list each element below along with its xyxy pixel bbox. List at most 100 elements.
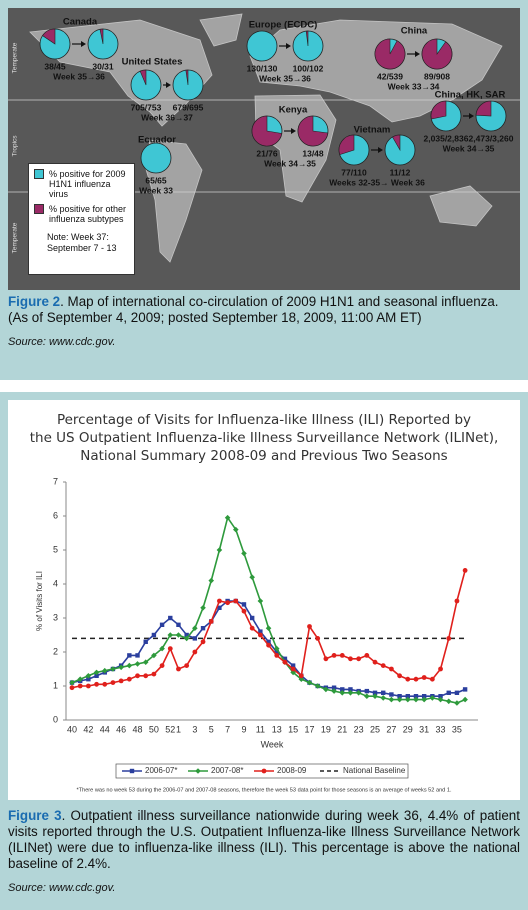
arrow-head xyxy=(166,82,171,88)
marker xyxy=(413,696,419,703)
marker xyxy=(217,598,222,604)
y-tick-label: 4 xyxy=(53,578,58,588)
x-tick-label: 27 xyxy=(386,724,396,734)
x-tick-label: 40 xyxy=(67,724,77,734)
marker xyxy=(364,688,370,694)
arrow-head xyxy=(415,51,420,57)
marker xyxy=(192,625,198,631)
pie-label: 21/76 xyxy=(256,148,278,158)
marker xyxy=(323,656,329,662)
arrow-head xyxy=(378,147,383,153)
arrow-head xyxy=(291,128,296,134)
pie-label: 30/31 xyxy=(92,61,114,71)
y-tick-label: 7 xyxy=(53,476,58,486)
region-name: China, HK, SAR xyxy=(435,90,506,101)
marker xyxy=(93,669,100,676)
pie-label: 705/753 xyxy=(131,102,162,112)
marker xyxy=(224,514,231,521)
figure2-caption: Figure 2. Map of international co-circul… xyxy=(8,294,520,350)
pie-label: 65/65 xyxy=(145,175,167,185)
region-name: Europe (ECDC) xyxy=(249,20,318,31)
map-legend: % positive for 2009 H1N1 influenza virus… xyxy=(28,163,135,275)
marker xyxy=(274,649,279,655)
legend-label: 2008-09 xyxy=(277,766,307,775)
marker xyxy=(339,653,345,658)
legend-swatch xyxy=(34,169,44,179)
marker xyxy=(69,685,75,691)
marker xyxy=(69,679,75,686)
pie-other xyxy=(374,38,406,70)
pie-label: 130/130 xyxy=(247,63,278,73)
pie-h1n1 xyxy=(246,30,278,62)
zone-label: Temperate xyxy=(12,222,19,253)
marker xyxy=(135,653,140,658)
marker xyxy=(192,636,198,641)
region-name: Canada xyxy=(63,17,98,28)
marker xyxy=(421,694,427,699)
legend-item: % positive for 2009 H1N1 influenza virus xyxy=(29,169,130,199)
marker xyxy=(176,622,181,627)
marker xyxy=(241,550,247,557)
marker xyxy=(208,619,214,624)
marker xyxy=(86,677,91,682)
marker xyxy=(151,632,157,638)
region-name: United States xyxy=(122,57,183,68)
marker xyxy=(217,605,222,610)
marker xyxy=(348,656,353,662)
marker xyxy=(290,666,296,672)
pie-h1n1 xyxy=(140,142,172,174)
marker xyxy=(167,646,173,651)
pie-label: 2,035/2,836 xyxy=(424,133,469,143)
marker xyxy=(404,696,411,703)
marker xyxy=(192,649,198,655)
pie-other xyxy=(42,28,56,45)
marker xyxy=(101,667,108,674)
x-tick-label: 5 xyxy=(209,724,214,734)
marker xyxy=(405,676,411,682)
period: Week 36→37 xyxy=(141,112,193,122)
pie-other xyxy=(392,134,401,152)
x-tick-label: 13 xyxy=(272,724,282,734)
marker xyxy=(356,656,362,662)
caption-text: . Outpatient illness surveillance nation… xyxy=(8,808,520,871)
marker xyxy=(266,642,271,648)
y-tick-label: 0 xyxy=(53,714,58,724)
period: Week 34→35 xyxy=(264,158,316,168)
marker xyxy=(364,693,370,699)
pie-label: 42/539 xyxy=(377,71,403,81)
marker xyxy=(233,526,239,533)
x-tick-label: 1 xyxy=(176,724,181,734)
x-tick-label: 52 xyxy=(165,724,175,734)
marker xyxy=(176,666,181,672)
marker xyxy=(159,645,165,652)
marker xyxy=(233,598,239,604)
marker xyxy=(249,625,255,631)
marker xyxy=(364,653,370,658)
caption-text: . Map of international co-circulation of… xyxy=(60,294,499,309)
pie-other xyxy=(475,100,492,117)
legend-item: % positive for other influenza subtypes xyxy=(29,204,130,224)
marker xyxy=(298,673,304,679)
marker xyxy=(241,602,247,607)
period: Week 34→35 xyxy=(443,143,495,153)
pie-other xyxy=(305,30,309,47)
figure-label: Figure 2 xyxy=(8,294,61,309)
marker xyxy=(446,636,452,641)
x-tick-label: 15 xyxy=(288,724,298,734)
marker xyxy=(94,673,99,678)
y-tick-label: 5 xyxy=(53,544,58,554)
marker xyxy=(127,653,132,658)
marker xyxy=(77,676,83,682)
marker xyxy=(168,615,173,621)
marker xyxy=(258,629,263,634)
marker xyxy=(388,696,395,703)
x-tick-label: 17 xyxy=(305,724,315,734)
marker xyxy=(143,673,149,679)
marker xyxy=(445,698,452,705)
pie-label: 2,473/3,260 xyxy=(469,133,514,143)
marker xyxy=(462,687,468,692)
marker xyxy=(200,639,206,645)
x-axis-label: Week xyxy=(261,739,284,749)
pie-label: 89/908 xyxy=(424,71,450,81)
marker xyxy=(372,659,378,665)
